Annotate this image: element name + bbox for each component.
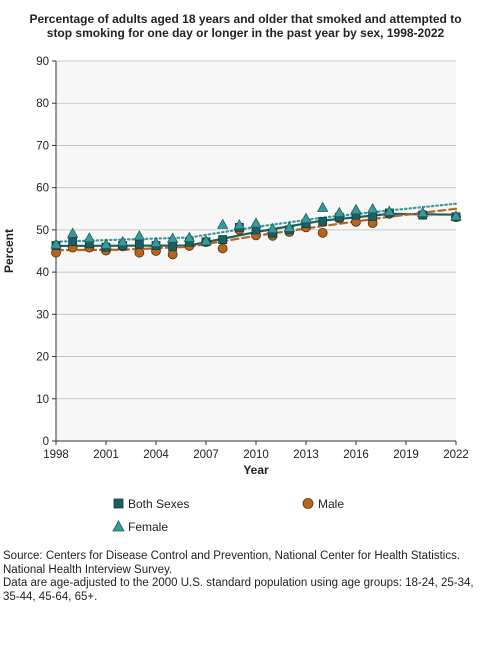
y-axis-label: Percent [2, 229, 16, 273]
legend-marker-circle [302, 498, 314, 509]
x-axis-label: Year [243, 463, 269, 477]
point-male[interactable] [167, 249, 178, 260]
x-tick-label: 2022 [443, 449, 469, 461]
x-tick-label: 2001 [93, 449, 119, 461]
point-female[interactable] [366, 202, 379, 214]
point-female[interactable] [116, 235, 129, 247]
y-tick-label: 0 [43, 436, 49, 448]
point-female[interactable] [50, 238, 62, 249]
x-tick-label: 2019 [393, 449, 419, 461]
point-female[interactable] [83, 232, 96, 243]
point-female[interactable] [250, 217, 262, 228]
source-line: Source: Centers for Disease Control and … [3, 550, 461, 576]
legend-label-both-sexes: Both Sexes [128, 497, 189, 511]
x-tick-label: 2013 [293, 449, 319, 461]
y-tick-label: 50 [36, 225, 49, 237]
y-tick-label: 20 [36, 352, 49, 364]
point-female[interactable] [216, 218, 229, 229]
point-male[interactable] [134, 247, 145, 258]
point-female[interactable] [266, 222, 279, 234]
point-both-sexes[interactable] [168, 242, 178, 252]
point-female[interactable] [316, 201, 329, 212]
point-female[interactable] [383, 205, 396, 216]
legend-item-both-sexes[interactable]: Both Sexes [113, 497, 189, 511]
point-female[interactable] [183, 231, 196, 242]
point-female[interactable] [450, 210, 462, 221]
legend-label-male: Male [318, 497, 344, 511]
y-tick-label: 80 [36, 98, 49, 110]
point-female[interactable] [100, 238, 112, 249]
legend-item-female[interactable]: Female [112, 520, 168, 534]
point-female[interactable] [166, 232, 179, 243]
point-both-sexes[interactable] [318, 217, 328, 226]
data-note: Data are age-adjusted to the 2000 U.S. s… [3, 577, 474, 603]
point-female[interactable] [333, 206, 346, 217]
x-tick-label: 2007 [193, 449, 219, 461]
data-markers [50, 201, 462, 260]
x-tick-label: 2016 [343, 449, 369, 461]
point-female[interactable] [416, 206, 429, 217]
legend-marker-triangle [112, 520, 125, 532]
y-tick-label: 30 [36, 309, 49, 321]
y-tick-label: 60 [36, 183, 49, 195]
x-tick-label: 2004 [143, 449, 169, 461]
legend: Both Sexes Male Female [112, 497, 344, 534]
tick-labels: 0 10 20 30 40 50 60 70 80 90 1998 2001 2004 2007 2010 2… [36, 56, 469, 461]
point-female[interactable] [283, 221, 296, 232]
source-note: Source: Centers for Disease Control and … [3, 550, 489, 604]
point-male[interactable] [317, 227, 328, 238]
point-female[interactable] [300, 212, 312, 223]
legend-label-female: Female [128, 520, 168, 534]
legend-marker-square [113, 498, 124, 509]
y-tick-label: 40 [36, 267, 49, 279]
point-both-sexes[interactable] [68, 237, 78, 247]
plot-area [56, 61, 456, 441]
y-tick-label: 70 [36, 140, 49, 152]
y-tick-label: 90 [36, 56, 49, 68]
point-male[interactable] [217, 243, 228, 254]
point-female[interactable] [133, 229, 146, 241]
point-female[interactable] [150, 236, 162, 247]
y-tick-label: 10 [36, 394, 49, 406]
point-female[interactable] [66, 227, 79, 238]
legend-item-male[interactable]: Male [302, 497, 344, 511]
x-tick-label: 1998 [43, 449, 69, 461]
point-female[interactable] [200, 235, 212, 246]
point-both-sexes[interactable] [134, 239, 144, 249]
point-female[interactable] [233, 218, 246, 230]
point-both-sexes[interactable] [368, 211, 378, 221]
point-both-sexes[interactable] [218, 235, 228, 245]
x-tick-label: 2010 [243, 449, 269, 461]
chart-title: Percentage of adults aged 18 years and o… [29, 12, 462, 40]
gridlines [56, 60, 456, 400]
point-female[interactable] [350, 203, 362, 215]
